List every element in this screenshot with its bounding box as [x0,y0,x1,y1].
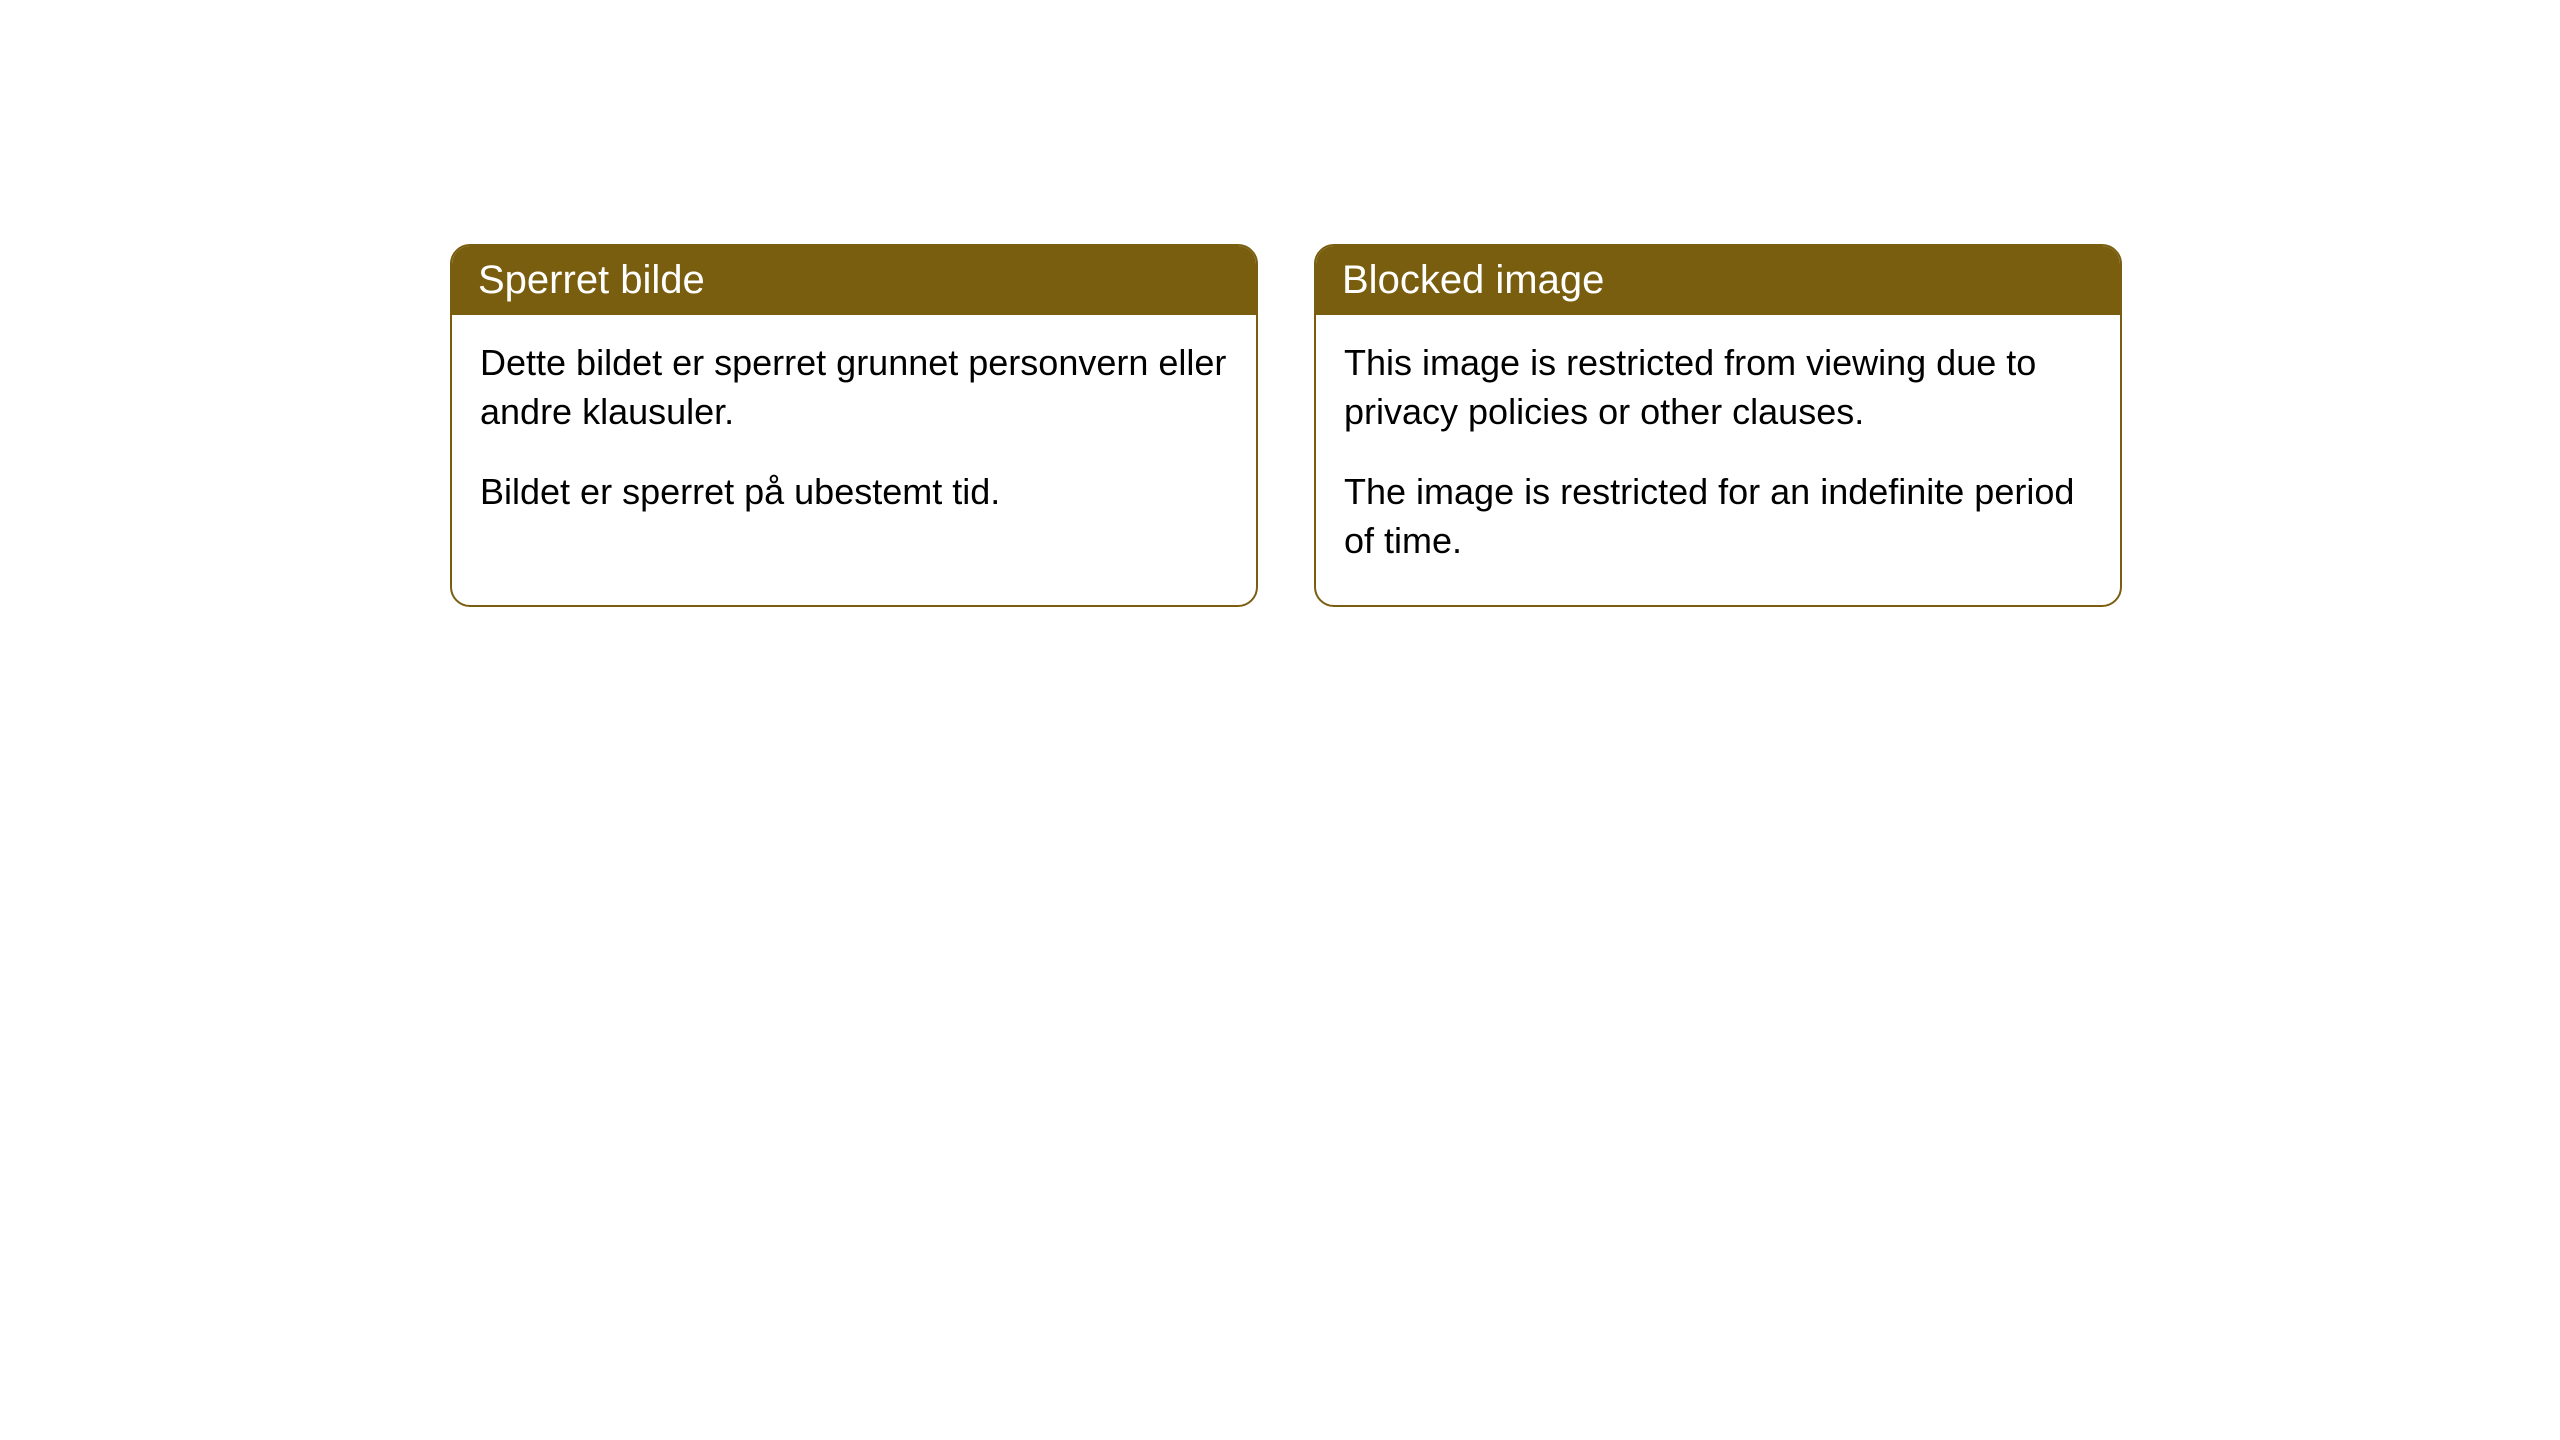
card-header-english: Blocked image [1316,246,2120,315]
card-title: Blocked image [1342,258,1604,302]
notice-card-english: Blocked image This image is restricted f… [1314,244,2122,607]
card-body-norwegian: Dette bildet er sperret grunnet personve… [452,315,1256,557]
card-title: Sperret bilde [478,258,705,302]
card-body-english: This image is restricted from viewing du… [1316,315,2120,605]
card-header-norwegian: Sperret bilde [452,246,1256,315]
notice-text-line1: This image is restricted from viewing du… [1344,339,2092,436]
notice-card-norwegian: Sperret bilde Dette bildet er sperret gr… [450,244,1258,607]
notice-text-line2: Bildet er sperret på ubestemt tid. [480,468,1228,517]
notice-cards-container: Sperret bilde Dette bildet er sperret gr… [0,0,2560,607]
notice-text-line1: Dette bildet er sperret grunnet personve… [480,339,1228,436]
notice-text-line2: The image is restricted for an indefinit… [1344,468,2092,565]
